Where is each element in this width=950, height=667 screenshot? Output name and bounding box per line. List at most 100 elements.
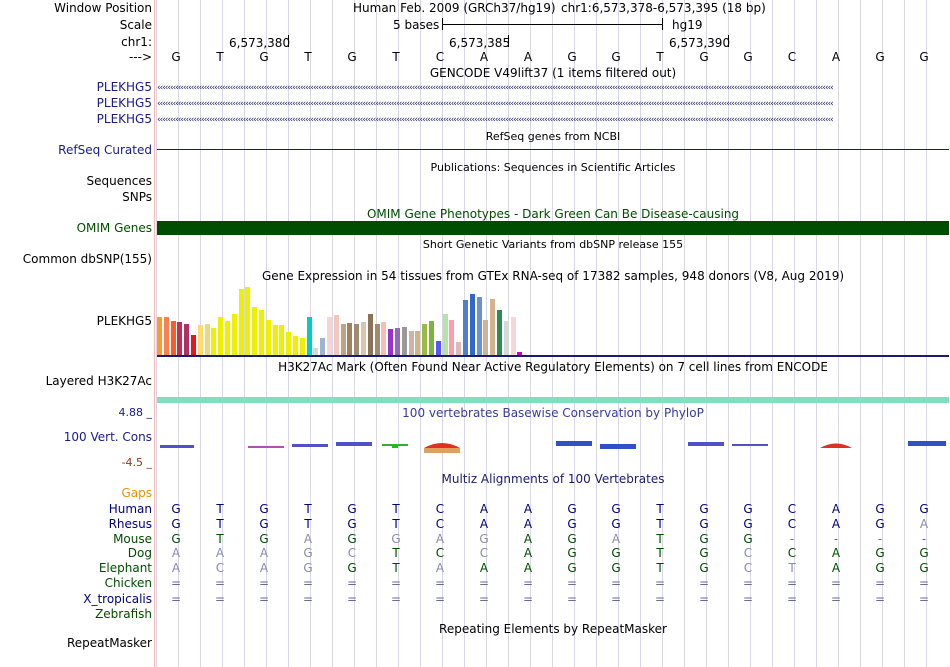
alignment-base: T <box>656 561 664 575</box>
gtex-tissue-bar[interactable] <box>435 341 441 356</box>
refseq-gene-line[interactable] <box>157 149 949 150</box>
track-labels: Window Position Scale chr1: ---> PLEKHG5… <box>0 0 155 667</box>
alignment-base: A <box>831 546 841 560</box>
alignment-base: = <box>786 592 798 606</box>
alignment-base: = <box>170 592 182 606</box>
gtex-tissue-bar[interactable] <box>354 324 360 356</box>
gtex-tissue-bar[interactable] <box>517 352 523 356</box>
gencode-transcript-1[interactable]: ‹‹‹‹‹‹‹‹‹‹‹‹‹‹‹‹‹‹‹‹‹‹‹‹‹‹‹‹‹‹‹‹‹‹‹‹‹‹‹‹… <box>157 85 834 91</box>
gtex-tissue-bar[interactable] <box>177 322 183 356</box>
phylop-conservation-marks[interactable] <box>156 436 950 456</box>
h3k27ac-track-title: H3K27Ac Mark (Often Found Near Active Re… <box>278 360 828 374</box>
gtex-tissue-bar[interactable] <box>286 332 292 356</box>
species-label-mouse: Mouse <box>113 532 152 546</box>
gencode-transcript-3[interactable]: ‹‹‹‹‹‹‹‹‹‹‹‹‹‹‹‹‹‹‹‹‹‹‹‹‹‹‹‹‹‹‹‹‹‹‹‹‹‹‹‹… <box>157 117 834 123</box>
snps-track-label[interactable]: SNPs <box>122 190 152 204</box>
alignment-base: T <box>216 502 224 516</box>
gencode-track-label-2[interactable]: PLEKHG5 <box>96 96 152 110</box>
h3k27ac-signal[interactable] <box>157 397 949 403</box>
gtex-track-label[interactable]: PLEKHG5 <box>96 314 152 328</box>
gtex-tissue-bar[interactable] <box>381 322 387 356</box>
omim-phenotype-bar[interactable] <box>157 221 949 235</box>
gencode-transcript-2[interactable]: ‹‹‹‹‹‹‹‹‹‹‹‹‹‹‹‹‹‹‹‹‹‹‹‹‹‹‹‹‹‹‹‹‹‹‹‹‹‹‹‹… <box>157 101 834 107</box>
sequences-track-label[interactable]: Sequences <box>86 174 152 188</box>
grid-line <box>838 0 839 667</box>
gtex-tissue-bar[interactable] <box>333 315 339 356</box>
gtex-tissue-bar[interactable] <box>211 328 217 356</box>
alignment-base: A <box>919 517 929 531</box>
alignment-base: G <box>699 517 709 531</box>
gtex-tissue-bar[interactable] <box>265 320 271 356</box>
gtex-tissue-bar[interactable] <box>429 321 434 356</box>
gtex-tissue-bar[interactable] <box>367 314 373 356</box>
gtex-tissue-bar[interactable] <box>225 321 230 356</box>
grid-line <box>552 0 553 667</box>
gtex-tissue-bar[interactable] <box>422 324 428 356</box>
gtex-tissue-bar[interactable] <box>395 328 400 356</box>
alignment-base: - <box>789 532 795 546</box>
repeatmasker-track-label[interactable]: RepeatMasker <box>66 636 152 650</box>
omim-track-title: OMIM Gene Phenotypes - Dark Green Can Be… <box>366 207 740 221</box>
gtex-tissue-bar[interactable] <box>490 299 496 356</box>
gtex-tissue-bar[interactable] <box>503 321 509 356</box>
gtex-tissue-bar[interactable] <box>204 324 210 356</box>
gtex-tissue-bar[interactable] <box>191 335 196 356</box>
gtex-tissue-bar[interactable] <box>415 331 421 356</box>
gtex-tissue-bar[interactable] <box>320 338 326 356</box>
reference-base: G <box>919 50 929 64</box>
gencode-track-title: GENCODE V49lift37 (1 items filtered out) <box>429 66 677 80</box>
gtex-tissue-bar[interactable] <box>469 294 475 356</box>
gtex-tissue-bar[interactable] <box>483 320 489 356</box>
gtex-tissue-bar[interactable] <box>340 324 346 356</box>
gtex-tissue-bar[interactable] <box>218 317 224 356</box>
gtex-tissue-bar[interactable] <box>272 325 278 356</box>
species-label-chicken: Chicken <box>104 576 152 590</box>
alignment-base: T <box>392 561 400 575</box>
dbsnp-track-label[interactable]: Common dbSNP(155) <box>22 252 152 266</box>
gtex-tissue-bar[interactable] <box>327 317 332 356</box>
gtex-tissue-bar[interactable] <box>476 297 482 356</box>
gtex-tissue-bar[interactable] <box>238 289 244 356</box>
gtex-tissue-bar[interactable] <box>408 331 414 356</box>
alignment-base: A <box>259 546 269 560</box>
publications-track-title: Publications: Sequences in Scientific Ar… <box>430 161 676 174</box>
gtex-tissue-bar[interactable] <box>449 320 455 356</box>
gtex-tissue-bar[interactable] <box>299 338 305 356</box>
refseq-track-label[interactable]: RefSeq Curated <box>58 143 152 157</box>
phylop-track-label[interactable]: 100 Vert. Cons <box>63 430 152 444</box>
alignment-base: G <box>743 532 753 546</box>
gtex-tissue-bar[interactable] <box>306 317 312 356</box>
alignment-base: T <box>656 517 664 531</box>
gtex-bar-chart[interactable] <box>156 284 950 356</box>
gtex-tissue-bar[interactable] <box>442 314 448 356</box>
gtex-tissue-bar[interactable] <box>401 327 407 356</box>
gtex-tissue-bar[interactable] <box>361 322 366 356</box>
gtex-tissue-bar[interactable] <box>184 324 190 356</box>
gtex-tissue-bar[interactable] <box>347 323 353 356</box>
gtex-tissue-bar[interactable] <box>163 317 169 356</box>
gtex-tissue-bar[interactable] <box>293 336 298 356</box>
phylop-mark <box>424 448 460 453</box>
gtex-tissue-bar[interactable] <box>388 329 394 356</box>
gtex-tissue-bar[interactable] <box>197 325 203 356</box>
gtex-tissue-bar[interactable] <box>279 325 285 356</box>
repeatmasker-track-title: Repeating Elements by RepeatMasker <box>439 622 667 636</box>
gtex-tissue-bar[interactable] <box>259 310 264 356</box>
gtex-tissue-bar[interactable] <box>252 307 258 356</box>
gencode-track-label-1[interactable]: PLEKHG5 <box>96 80 152 94</box>
gtex-tissue-bar[interactable] <box>231 314 237 356</box>
gtex-tissue-bar[interactable] <box>497 310 502 356</box>
gtex-tissue-bar[interactable] <box>157 317 162 356</box>
gtex-tissue-bar[interactable] <box>510 317 516 356</box>
gtex-tissue-bar[interactable] <box>170 321 176 356</box>
coord-label-3: 6,573,390 <box>669 36 731 50</box>
gtex-tissue-bar[interactable] <box>313 348 319 356</box>
gtex-tissue-bar[interactable] <box>374 324 380 356</box>
gtex-tissue-bar[interactable] <box>456 342 462 356</box>
omim-track-label[interactable]: OMIM Genes <box>76 221 152 235</box>
gtex-tissue-bar[interactable] <box>463 300 468 356</box>
alignment-base: T <box>392 502 400 516</box>
gencode-track-label-3[interactable]: PLEKHG5 <box>96 112 152 126</box>
h3k27ac-track-label[interactable]: Layered H3K27Ac <box>45 374 152 388</box>
gtex-tissue-bar[interactable] <box>245 287 251 356</box>
